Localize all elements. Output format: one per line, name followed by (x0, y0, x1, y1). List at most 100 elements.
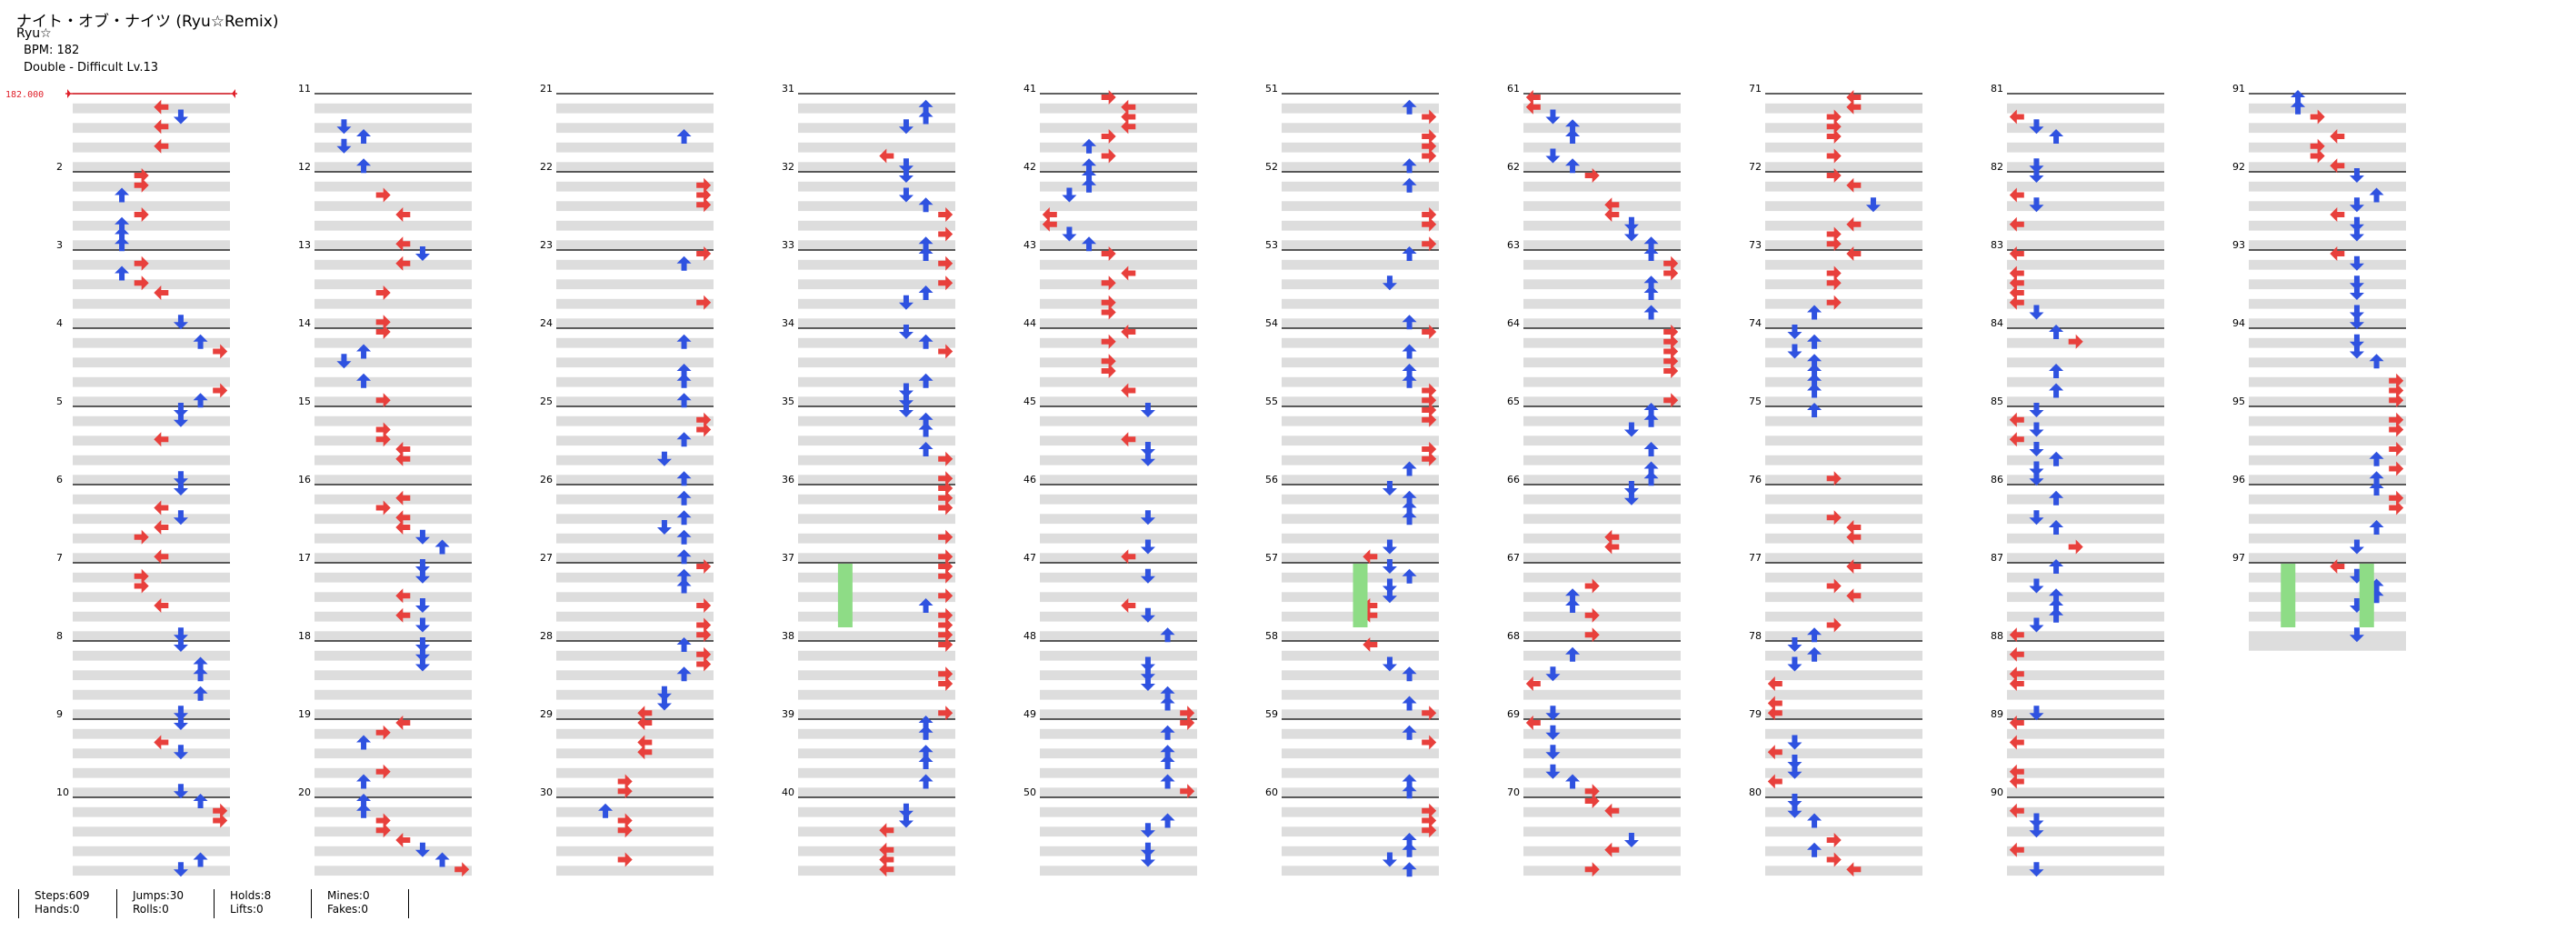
left-arrow-note (1846, 588, 1862, 604)
beat-band (2249, 435, 2406, 446)
down-arrow-note (2349, 305, 2364, 320)
left-arrow-note (1846, 520, 1862, 535)
beat-band (798, 279, 955, 290)
beat-band (2007, 650, 2164, 661)
right-arrow-note (938, 481, 954, 496)
beat-band (2249, 103, 2406, 114)
beat-band (315, 787, 472, 798)
up-arrow-note (918, 109, 934, 125)
left-arrow-note (1604, 529, 1620, 545)
right-arrow-note (1422, 207, 1437, 222)
beat-band (1765, 103, 1922, 114)
down-arrow-note (1787, 656, 1802, 672)
right-arrow-note (375, 725, 391, 740)
left-arrow-note (1767, 774, 1782, 789)
down-arrow-note (1545, 148, 1561, 164)
down-arrow-note (414, 246, 430, 261)
up-arrow-note (1160, 755, 1175, 769)
down-arrow-note (1787, 755, 1802, 769)
beat-band (2007, 396, 2164, 407)
down-arrow-note (2029, 617, 2044, 633)
beat-band (315, 123, 472, 134)
down-arrow-note (173, 627, 188, 643)
left-arrow-note (2330, 559, 2345, 574)
beat-band (2007, 748, 2164, 759)
beat-band (2007, 357, 2164, 368)
beat-band (1523, 337, 1681, 348)
beat-band (1282, 279, 1439, 290)
measure-number: 96 (2232, 474, 2245, 486)
left-arrow-note (395, 520, 411, 535)
up-arrow-note (1643, 275, 1659, 291)
up-arrow-note (2049, 588, 2064, 604)
measure-number: 33 (782, 239, 794, 251)
measure-number: 64 (1507, 317, 1520, 329)
beat-band (556, 455, 714, 466)
beat-band (1040, 767, 1197, 778)
up-arrow-note (1643, 285, 1659, 300)
down-arrow-note (414, 637, 430, 652)
song-difficulty: Double - Difficult Lv.13 (24, 61, 159, 75)
right-arrow-note (1584, 578, 1600, 594)
beat-band (1523, 748, 1681, 759)
beat-band (1282, 415, 1439, 426)
down-arrow-note (656, 686, 672, 701)
beat-band (73, 123, 230, 134)
down-arrow-note (173, 510, 188, 526)
right-arrow-note (938, 706, 954, 721)
measure-number: 3 (56, 239, 63, 251)
measure-number: 31 (782, 83, 794, 95)
right-arrow-note (1826, 236, 1842, 252)
beat-band (1040, 298, 1197, 309)
beat-band (2249, 396, 2406, 407)
measure-number: 84 (1991, 317, 2003, 329)
beat-band (1765, 650, 1922, 661)
left-arrow-note (1846, 216, 1862, 232)
beat-band (1040, 650, 1197, 661)
left-arrow-note (1846, 559, 1862, 574)
right-arrow-note (1663, 393, 1679, 408)
down-arrow-note (1787, 764, 1802, 779)
down-arrow-note (898, 325, 914, 339)
beat-band (2249, 220, 2406, 231)
up-arrow-note (356, 735, 372, 750)
beat-band (1765, 748, 1922, 759)
beat-band (2007, 592, 2164, 603)
right-arrow-note (938, 226, 954, 242)
left-arrow-note (2009, 774, 2024, 789)
right-arrow-note (696, 627, 712, 643)
up-arrow-note (1082, 168, 1097, 183)
right-arrow-note (938, 255, 954, 271)
left-arrow-note (2009, 676, 2024, 691)
left-arrow-note (2009, 803, 2024, 818)
beat-band (798, 475, 955, 486)
left-arrow-note (1846, 99, 1862, 115)
beat-band (1040, 162, 1197, 173)
measure-number: 27 (540, 552, 553, 564)
right-arrow-note (454, 862, 470, 877)
down-arrow-note (1787, 344, 1802, 359)
measure-number: 76 (1749, 474, 1762, 486)
up-arrow-note (676, 490, 692, 506)
up-arrow-note (1565, 119, 1581, 135)
beat-band (2007, 866, 2164, 876)
stats-separator (408, 889, 409, 918)
left-arrow-note (637, 706, 653, 721)
up-arrow-note (918, 598, 934, 613)
right-arrow-note (696, 295, 712, 310)
up-arrow-note (676, 471, 692, 486)
left-arrow-note (1525, 676, 1541, 691)
up-arrow-note (1082, 236, 1097, 252)
beat-band (1765, 709, 1922, 720)
measure-number: 11 (298, 83, 311, 95)
right-arrow-note (1422, 129, 1437, 144)
right-arrow-note (938, 500, 954, 516)
down-arrow-note (2349, 334, 2364, 349)
beat-band (1040, 670, 1197, 681)
beat-band (1765, 181, 1922, 192)
measure-number: 73 (1749, 239, 1762, 251)
beat-band (73, 631, 230, 642)
left-arrow-note (2330, 207, 2345, 222)
beat-band (2249, 415, 2406, 426)
beat-band (1523, 475, 1681, 486)
